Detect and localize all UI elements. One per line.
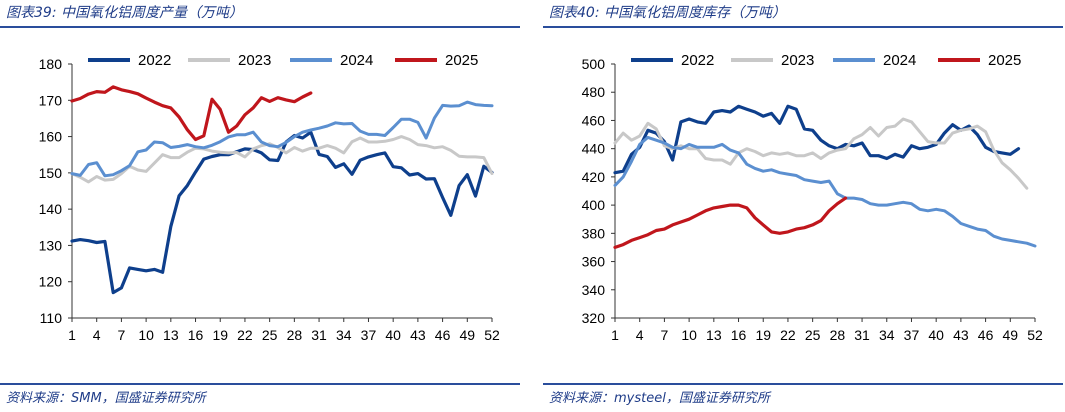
legend-label-2023: 2023 — [238, 52, 271, 69]
y-tick-label: 440 — [582, 141, 606, 157]
x-tick-label: 28 — [830, 327, 846, 343]
y-tick-label: 160 — [39, 129, 63, 145]
source-note: 资料来源：SMM，国盛证券研究所 — [6, 391, 206, 406]
series-line-2025 — [70, 85, 313, 142]
x-tick-label: 10 — [138, 327, 154, 343]
y-tick-label: 460 — [582, 112, 606, 128]
production-line-chart: 110 120 130 140 150 160 170 180 1 4 7 10 13 16 19 22 25 2… — [39, 52, 500, 343]
chart-panel-production: 图表39: 中国氧化铝周度产量（万吨） 110 120 130 140 150 160 17… — [0, 0, 520, 412]
y-tick-label: 150 — [39, 165, 63, 181]
y-tick-label: 500 — [582, 56, 606, 72]
x-tick-label: 13 — [163, 327, 179, 343]
title-rule — [543, 26, 1063, 28]
x-tick-label: 7 — [118, 327, 126, 343]
y-tick-label: 180 — [39, 56, 63, 72]
source-note: 资料来源：mysteel，国盛证券研究所 — [549, 391, 770, 406]
x-tick-label: 7 — [661, 327, 669, 343]
x-tick-label: 49 — [460, 327, 476, 343]
series-line-2024 — [613, 135, 1037, 248]
x-tick-label: 13 — [706, 327, 722, 343]
x-tick-label: 31 — [311, 327, 327, 343]
x-tick-label: 19 — [212, 327, 228, 343]
x-tick-label: 1 — [68, 327, 76, 343]
x-tick-label: 25 — [805, 327, 821, 343]
x-tick-label: 10 — [681, 327, 697, 343]
x-tick-label: 19 — [755, 327, 771, 343]
y-tick-label: 130 — [39, 237, 63, 253]
y-tick-label: 170 — [39, 92, 63, 108]
x-tick-label: 25 — [262, 327, 278, 343]
x-tick-label: 52 — [1027, 327, 1043, 343]
legend-label-2025: 2025 — [988, 52, 1021, 69]
chart-panel-inventory: 图表40: 中国氧化铝周度库存（万吨） 320 340 360 380 400 420 44… — [543, 0, 1063, 412]
y-tick-label: 110 — [40, 310, 63, 326]
series-line-2024 — [70, 100, 494, 178]
y-tick-label: 360 — [582, 254, 606, 270]
legend-label-2024: 2024 — [340, 52, 373, 69]
x-tick-label: 16 — [188, 327, 204, 343]
series-line-2022 — [613, 104, 1021, 175]
x-tick-label: 22 — [780, 327, 796, 343]
y-tick-label: 420 — [582, 169, 606, 185]
x-tick-label: 46 — [435, 327, 451, 343]
y-tick-label: 480 — [582, 84, 606, 100]
x-tick-label: 1 — [611, 327, 619, 343]
legend-label-2024: 2024 — [883, 52, 916, 69]
y-tick-label: 140 — [39, 201, 63, 217]
x-tick-label: 52 — [484, 327, 500, 343]
series-line-2023 — [613, 117, 1029, 190]
x-tick-label: 49 — [1003, 327, 1019, 343]
x-tick-label: 37 — [904, 327, 920, 343]
x-tick-label: 40 — [385, 327, 401, 343]
y-tick-label: 340 — [582, 282, 606, 298]
x-tick-label: 37 — [361, 327, 377, 343]
legend-label-2022: 2022 — [138, 52, 171, 69]
y-tick-label: 380 — [582, 225, 606, 241]
series-line-2025 — [613, 196, 848, 249]
y-tick-label: 400 — [582, 197, 606, 213]
x-tick-label: 4 — [636, 327, 644, 343]
x-tick-label: 31 — [854, 327, 870, 343]
source-rule — [543, 383, 1063, 385]
x-tick-label: 34 — [879, 327, 895, 343]
x-tick-label: 28 — [287, 327, 303, 343]
chart-title: 图表40: 中国氧化铝周度库存（万吨） — [549, 5, 786, 21]
legend-label-2023: 2023 — [781, 52, 814, 69]
x-tick-label: 40 — [928, 327, 944, 343]
y-tick-label: 320 — [582, 310, 606, 326]
legend-label-2025: 2025 — [445, 52, 478, 69]
source-rule — [0, 383, 520, 385]
y-tick-label: 120 — [39, 274, 63, 290]
title-rule — [0, 26, 520, 28]
inventory-line-chart: 320 340 360 380 400 420 440 460 480 500 1 4 7 10 13 16 1… — [582, 52, 1043, 343]
series-line-2023 — [70, 135, 494, 184]
legend-label-2022: 2022 — [681, 52, 714, 69]
x-tick-label: 43 — [410, 327, 426, 343]
x-tick-label: 34 — [336, 327, 352, 343]
chart-title: 图表39: 中国氧化铝周度产量（万吨） — [6, 5, 243, 21]
x-tick-label: 16 — [731, 327, 747, 343]
x-tick-label: 22 — [237, 327, 253, 343]
x-tick-label: 46 — [978, 327, 994, 343]
x-tick-label: 4 — [93, 327, 101, 343]
x-tick-label: 43 — [953, 327, 969, 343]
